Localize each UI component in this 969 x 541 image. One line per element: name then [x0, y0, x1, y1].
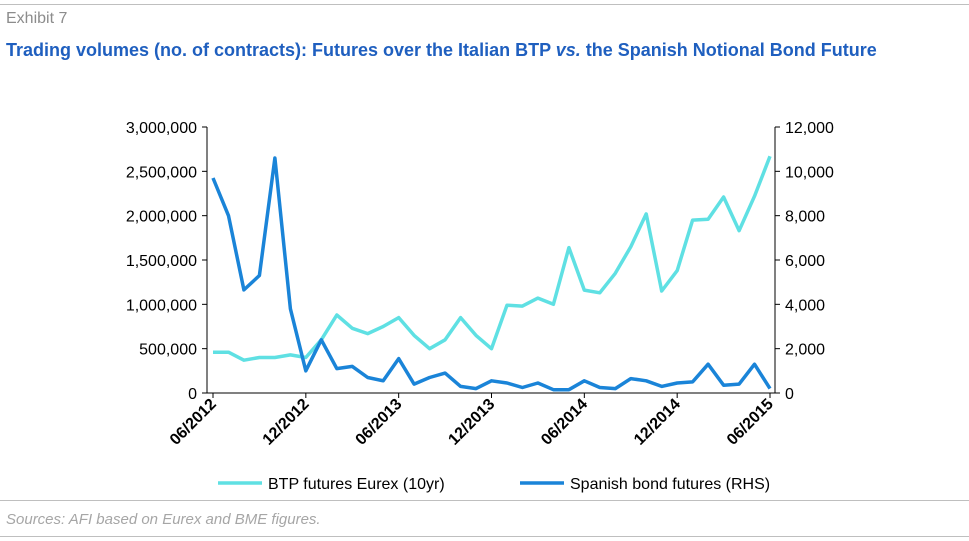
- y2-tick-label: 10,000: [785, 164, 834, 181]
- mid-rule: [0, 500, 969, 501]
- title-part: Trading volumes (no. of contracts): Futu…: [6, 40, 556, 60]
- x-tick-label: 06/2015: [724, 396, 777, 449]
- y2-tick-label: 0: [785, 386, 794, 403]
- y2-tick-label: 6,000: [785, 253, 825, 270]
- series-line: [211, 156, 772, 392]
- y-tick-label: 1,000,000: [126, 297, 197, 314]
- top-rule: [0, 4, 969, 5]
- legend-label: Spanish bond futures (RHS): [570, 476, 770, 493]
- x-tick-label: 12/2012: [260, 396, 313, 449]
- y2-tick-label: 4,000: [785, 297, 825, 314]
- bottom-rule: [0, 536, 969, 537]
- y-tick-label: 2,000,000: [126, 209, 197, 226]
- y-tick-label: 2,500,000: [126, 164, 197, 181]
- y-tick-label: 0: [188, 386, 197, 403]
- y-tick-label: 500,000: [139, 342, 197, 359]
- legend-label: BTP futures Eurex (10yr): [268, 476, 445, 493]
- y2-tick-label: 12,000: [785, 120, 834, 137]
- x-tick-label: 12/2013: [445, 396, 498, 449]
- series-line: [213, 155, 772, 362]
- exhibit-label: Exhibit 7: [6, 10, 68, 27]
- y2-tick-label: 8,000: [785, 209, 825, 226]
- x-tick-label: 06/2012: [167, 396, 220, 449]
- x-tick-label: 06/2014: [538, 396, 591, 449]
- y2-tick-label: 2,000: [785, 342, 825, 359]
- source-note: Sources: AFI based on Eurex and BME figu…: [6, 511, 321, 528]
- chart-title: Trading volumes (no. of contracts): Futu…: [6, 40, 961, 60]
- y-tick-label: 3,000,000: [126, 120, 197, 137]
- x-tick-label: 06/2013: [353, 396, 406, 449]
- y-tick-label: 1,500,000: [126, 253, 197, 270]
- title-part: vs.: [555, 40, 581, 60]
- title-part: the Spanish Notional Bond Future: [580, 40, 877, 60]
- x-tick-label: 12/2014: [631, 396, 684, 449]
